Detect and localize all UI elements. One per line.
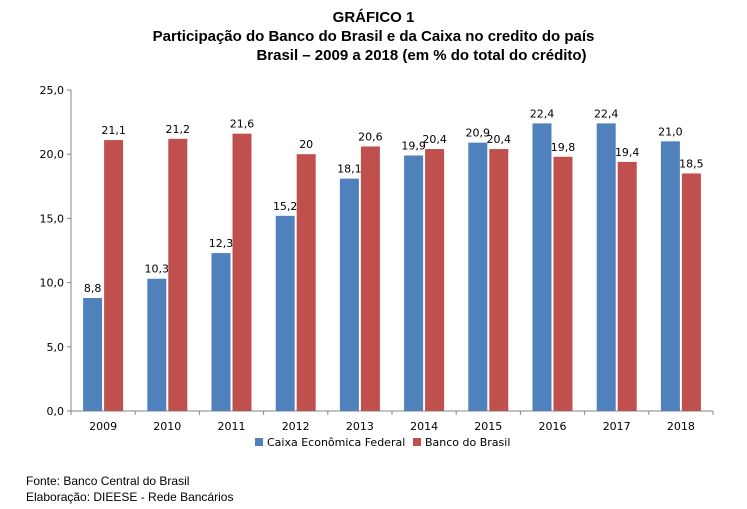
bar-bb: [360, 146, 380, 411]
data-label: 19,8: [551, 141, 576, 154]
bar-bb: [681, 173, 701, 411]
x-tick-label: 2018: [667, 420, 695, 433]
data-label: 8,8: [84, 282, 102, 295]
legend-swatch: [413, 438, 421, 446]
bar-bb: [489, 149, 509, 411]
footer: Fonte: Banco Central do Brasil Elaboraçã…: [26, 473, 233, 505]
data-label: 20,4: [422, 133, 447, 146]
y-tick-label: 0,0: [47, 405, 65, 418]
chart-subtitle: Participação do Banco do Brasil e da Cai…: [152, 28, 595, 45]
bar-caixa: [468, 142, 488, 412]
bar-bb: [425, 149, 445, 411]
bar-caixa: [596, 123, 616, 411]
bar-bb: [553, 156, 573, 411]
data-label: 18,5: [679, 157, 704, 170]
y-tick-label: 10,0: [40, 277, 65, 290]
bar-caixa: [404, 155, 424, 411]
chart-title-block: GRÁFICO 1 Participação do Banco do Brasi…: [0, 8, 747, 65]
bar-caixa: [275, 215, 295, 411]
data-label: 18,1: [337, 163, 362, 176]
x-tick-label: 2017: [603, 420, 631, 433]
x-tick-label: 2010: [153, 420, 181, 433]
bar-caixa: [211, 253, 231, 411]
x-tick-label: 2012: [282, 420, 310, 433]
bar-caixa: [532, 123, 552, 411]
data-label: 20: [299, 138, 313, 151]
data-label: 20,9: [466, 127, 491, 140]
data-label: 19,4: [615, 146, 640, 159]
y-tick-label: 20,0: [40, 148, 65, 161]
data-label: 21,2: [166, 123, 191, 136]
bar-chart: 0,0 5,0 10,0 15,0 20,0 25,0 8,8 21,1 2009 10,3 21,…: [40, 84, 714, 449]
x-tick-label: 2011: [218, 420, 246, 433]
legend-label: Banco do Brasil: [425, 436, 510, 449]
data-label: 15,2: [273, 200, 298, 213]
y-tick-label: 15,0: [40, 212, 65, 225]
data-label: 12,3: [209, 237, 234, 250]
data-label: 21,6: [230, 118, 255, 131]
x-tick-label: 2016: [539, 420, 567, 433]
y-tick-label: 5,0: [47, 341, 65, 354]
data-label: 21,1: [101, 124, 126, 137]
data-label: 20,6: [358, 130, 383, 143]
chart-subtitle-2: Brasil – 2009 a 2018 (em % do total do c…: [256, 47, 587, 64]
bar-bb: [232, 133, 252, 411]
x-tick-label: 2009: [89, 420, 117, 433]
bar-bb: [104, 140, 124, 412]
x-tick-label: 2015: [474, 420, 502, 433]
data-label: 10,3: [145, 263, 170, 276]
data-label: 19,9: [401, 139, 426, 152]
legend-swatch: [255, 438, 263, 446]
data-label: 22,4: [594, 107, 619, 120]
bar-caixa: [339, 178, 359, 411]
bar-caixa: [83, 298, 103, 411]
chart-title: GRÁFICO 1: [332, 9, 415, 26]
y-tick-label: 25,0: [40, 84, 65, 97]
data-label: 20,4: [487, 133, 512, 146]
data-label: 21,0: [658, 125, 683, 138]
source-note: Fonte: Banco Central do Brasil: [26, 474, 190, 488]
x-tick-label: 2014: [410, 420, 438, 433]
bar-caixa: [660, 141, 680, 412]
bar-bb: [168, 138, 188, 412]
bar-caixa: [147, 278, 167, 411]
data-label: 22,4: [530, 107, 555, 120]
credit-note: Elaboração: DIEESE - Rede Bancários: [26, 490, 234, 504]
bar-bb: [617, 161, 637, 411]
x-tick-label: 2013: [346, 420, 374, 433]
legend-label: Caixa Econômica Federal: [267, 436, 405, 449]
bar-bb: [296, 154, 316, 411]
